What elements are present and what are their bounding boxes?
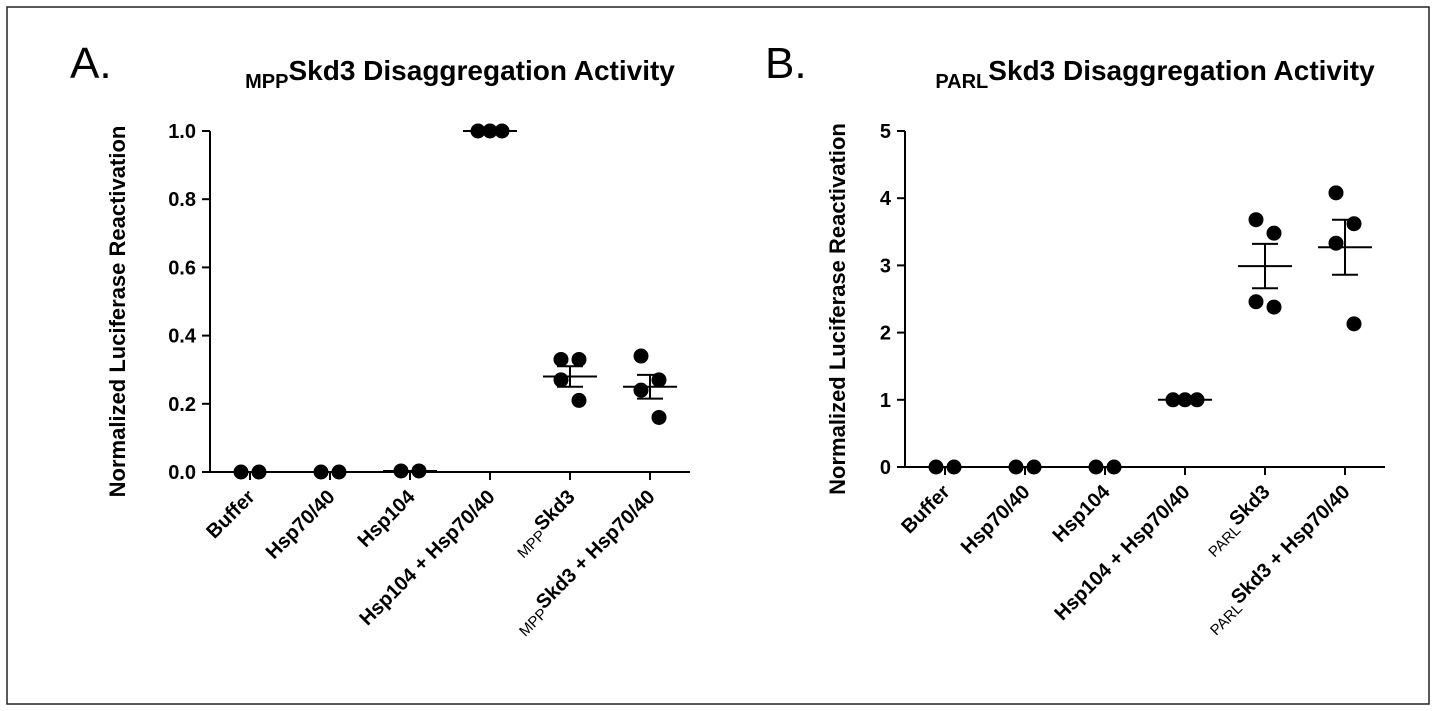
data-point bbox=[1266, 299, 1282, 315]
y-tick-label: 0.4 bbox=[168, 326, 197, 348]
data-point bbox=[1106, 459, 1122, 475]
error-bar bbox=[1252, 242, 1278, 290]
data-point bbox=[1177, 392, 1193, 408]
data-point bbox=[482, 123, 498, 139]
data-point bbox=[251, 464, 267, 480]
data-point bbox=[571, 351, 587, 367]
y-tick-label: 5 bbox=[880, 121, 891, 143]
data-point bbox=[1189, 392, 1205, 408]
data-point bbox=[1165, 392, 1181, 408]
data-point bbox=[928, 459, 944, 475]
data-point bbox=[494, 123, 510, 139]
y-tick-label: 0.2 bbox=[168, 394, 196, 416]
data-point bbox=[233, 464, 249, 480]
data-point bbox=[1248, 294, 1264, 310]
data-point bbox=[633, 348, 649, 364]
data-point bbox=[411, 463, 427, 479]
data-point bbox=[1008, 459, 1024, 475]
y-tick-label: 1 bbox=[880, 390, 891, 412]
x-tick-label: Hsp104 bbox=[1049, 480, 1115, 546]
data-point bbox=[393, 463, 409, 479]
data-point bbox=[313, 464, 329, 480]
title-subscript: PARL bbox=[935, 71, 988, 93]
x-tick-label: MPPSkd3 + Hsp70/40 bbox=[509, 486, 663, 640]
title-text: Skd3 Disaggregation Activity bbox=[988, 55, 1375, 86]
data-point bbox=[553, 351, 569, 367]
y-tick-label: 3 bbox=[880, 255, 891, 277]
x-tick-label: Buffer bbox=[897, 481, 954, 538]
data-point bbox=[1026, 459, 1042, 475]
data-point bbox=[651, 409, 667, 425]
data-point bbox=[470, 123, 486, 139]
title-subscript: MPP bbox=[245, 71, 288, 93]
y-tick-label: 0 bbox=[880, 457, 891, 479]
data-point bbox=[633, 382, 649, 398]
title-text: Skd3 Disaggregation Activity bbox=[288, 55, 675, 86]
y-tick-label: 0.6 bbox=[168, 257, 196, 279]
x-tick-label: Hsp70/40 bbox=[957, 481, 1035, 559]
panel-label: A. bbox=[70, 39, 112, 88]
data-point bbox=[1088, 459, 1104, 475]
x-tick-label: Hsp70/40 bbox=[262, 486, 340, 564]
x-tick-label: Hsp104 bbox=[354, 485, 420, 551]
chart-title: PARLSkd3 Disaggregation Activity bbox=[935, 55, 1375, 93]
data-point bbox=[1346, 216, 1362, 232]
y-tick-label: 4 bbox=[880, 188, 892, 210]
data-point bbox=[1248, 212, 1264, 228]
x-tick-label: Buffer bbox=[202, 486, 259, 543]
x-tick-label: PARLSkd3 + Hsp70/40 bbox=[1200, 481, 1358, 639]
x-tick-label: PARLSkd3 bbox=[1198, 481, 1278, 561]
data-point bbox=[1346, 316, 1362, 332]
y-tick-label: 0.8 bbox=[168, 189, 196, 211]
data-point bbox=[651, 372, 667, 388]
y-axis-label: Normalized Luciferase Reactivation bbox=[825, 123, 850, 495]
data-point bbox=[571, 392, 587, 408]
data-point bbox=[1328, 235, 1344, 251]
y-tick-label: 0.0 bbox=[168, 462, 196, 484]
y-tick-label: 2 bbox=[880, 323, 891, 345]
x-tick-label-text: Skd3 bbox=[530, 486, 579, 535]
frame bbox=[6, 6, 1430, 705]
chart-title: MPPSkd3 Disaggregation Activity bbox=[245, 55, 675, 93]
x-tick-label: MPPSkd3 bbox=[507, 486, 583, 562]
data-point bbox=[553, 372, 569, 388]
panel-label: B. bbox=[765, 39, 807, 88]
y-axis-label: Normalized Luciferase Reactivation bbox=[105, 126, 130, 498]
data-point bbox=[331, 464, 347, 480]
data-point bbox=[1328, 185, 1344, 201]
x-tick-label-text: Skd3 bbox=[1225, 481, 1274, 530]
data-point bbox=[1266, 225, 1282, 241]
data-point bbox=[946, 459, 962, 475]
x-tick-label: Hsp104 + Hsp70/40 bbox=[1050, 481, 1194, 625]
x-tick-label: Hsp104 + Hsp70/40 bbox=[355, 486, 499, 630]
y-tick-label: 1.0 bbox=[168, 121, 196, 143]
